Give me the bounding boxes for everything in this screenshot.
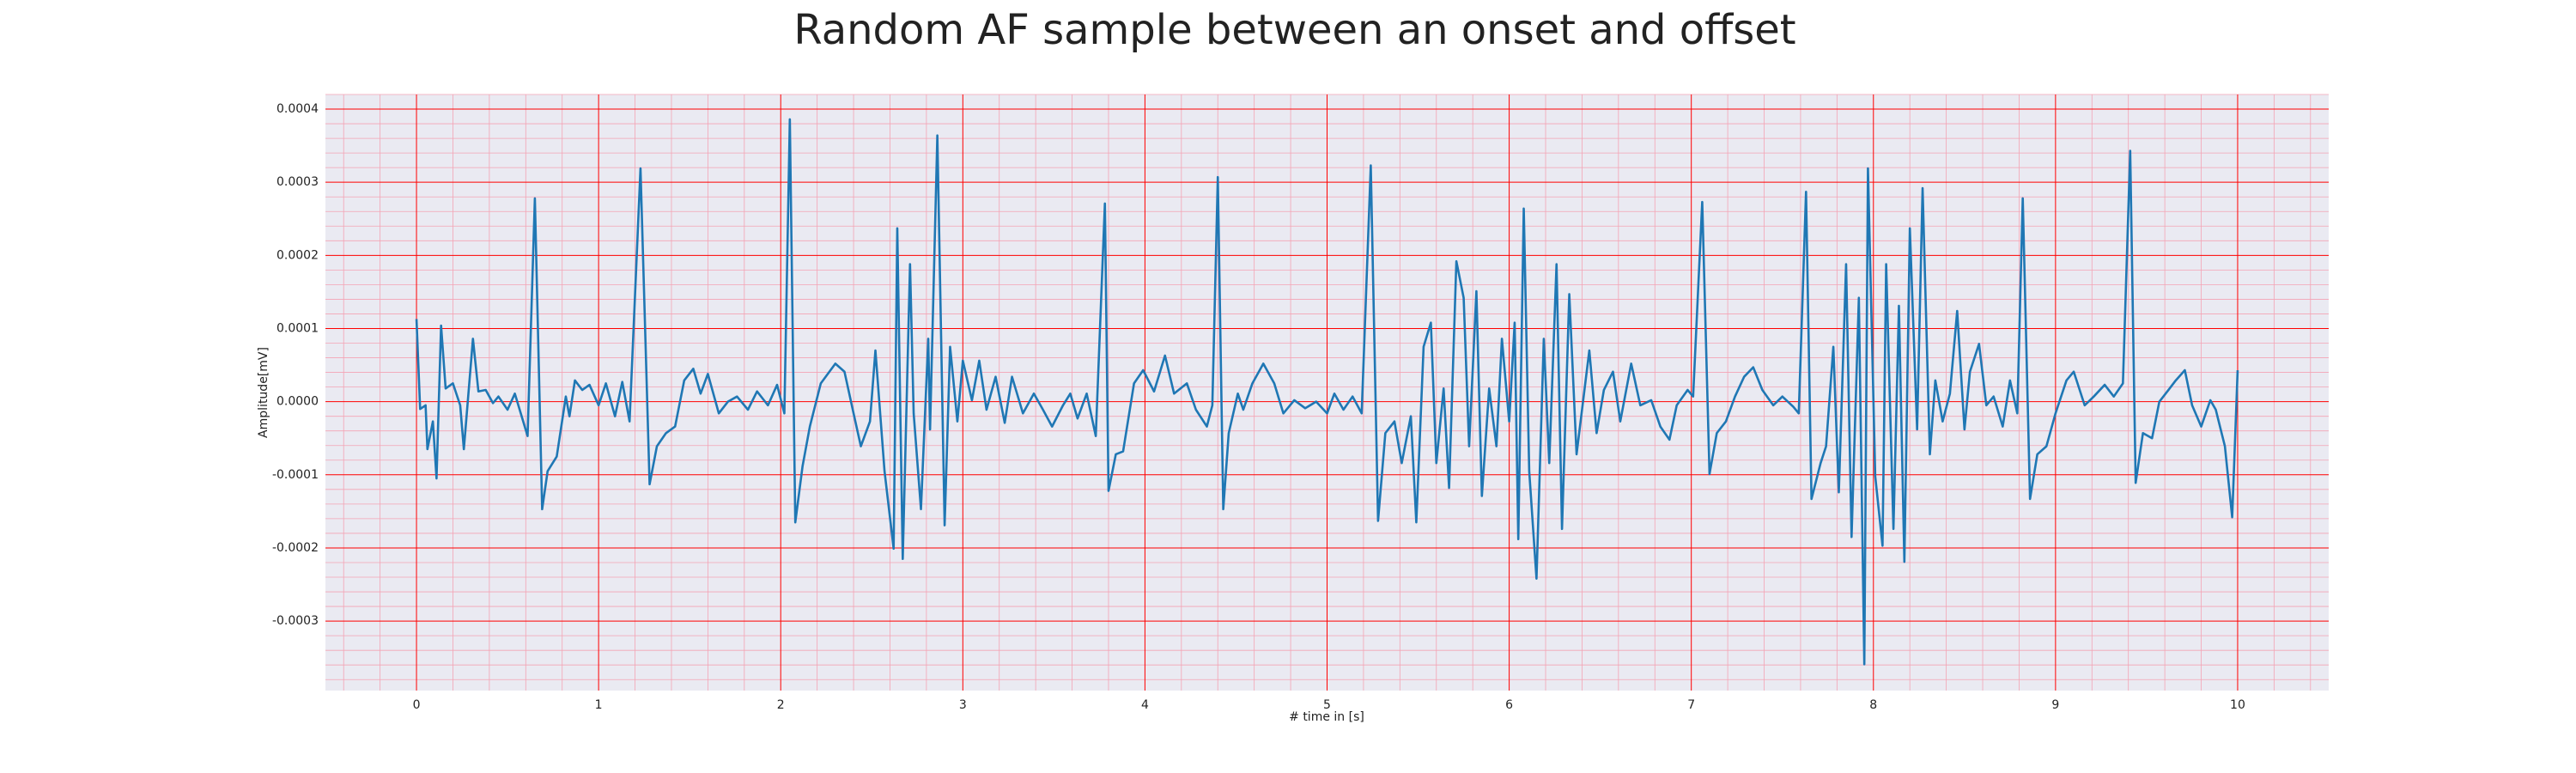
x-tick-label: 3 — [959, 698, 967, 712]
chart-title: Random AF sample between an onset and of… — [793, 6, 1795, 54]
x-tick-label: 6 — [1505, 698, 1513, 712]
x-tick-label: 2 — [777, 698, 785, 712]
y-tick-label: -0.0001 — [272, 468, 319, 482]
x-tick-label: 1 — [595, 698, 603, 712]
x-tick-label: 4 — [1141, 698, 1149, 712]
y-tick-label: -0.0003 — [272, 614, 319, 628]
y-tick-label: 0.0002 — [276, 248, 319, 262]
y-tick-label: 0.0003 — [276, 175, 319, 189]
y-tick-label: 0.0001 — [276, 321, 319, 335]
y-axis-label: Amplitude[mV] — [257, 347, 270, 438]
x-tick-label: 0 — [413, 698, 421, 712]
x-tick-label: 7 — [1687, 698, 1695, 712]
x-tick-label: 5 — [1323, 698, 1331, 712]
signal-line — [415, 118, 2239, 666]
y-tick-label: 0.0000 — [276, 395, 319, 409]
y-tick-label: 0.0004 — [276, 102, 319, 116]
x-axis-label: # time in [s] — [1289, 710, 1364, 724]
x-tick-label: 9 — [2051, 698, 2059, 712]
x-tick-label: 10 — [2230, 698, 2245, 712]
y-tick-label: -0.0002 — [272, 541, 319, 555]
x-tick-label: 8 — [1869, 698, 1877, 712]
